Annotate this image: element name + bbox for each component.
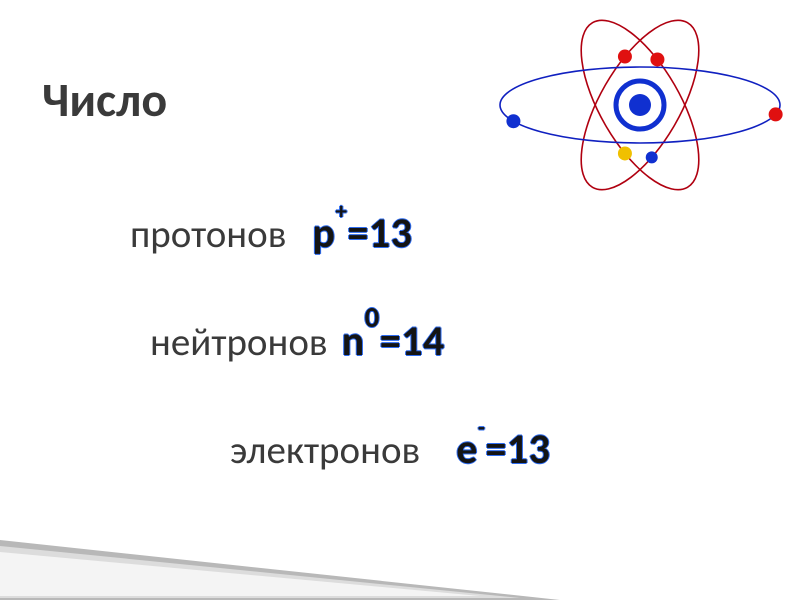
electrons-line: электронов e-=13 <box>230 424 550 475</box>
bottom-wedge <box>0 480 800 600</box>
line-label: электронов <box>230 427 420 474</box>
line-formula: e-=13 <box>456 424 550 475</box>
neutrons-line: нейтронов n0=14 <box>150 316 445 367</box>
atom-diagram <box>485 0 795 235</box>
line-formula: p+=13 <box>312 208 412 259</box>
page-title: Число <box>42 70 167 129</box>
line-label: протонов <box>130 211 286 258</box>
atom-svg <box>485 0 795 235</box>
protons-line: протонов p+=13 <box>130 208 412 259</box>
line-label: нейтронов <box>150 319 328 366</box>
line-formula: n0=14 <box>342 316 445 367</box>
